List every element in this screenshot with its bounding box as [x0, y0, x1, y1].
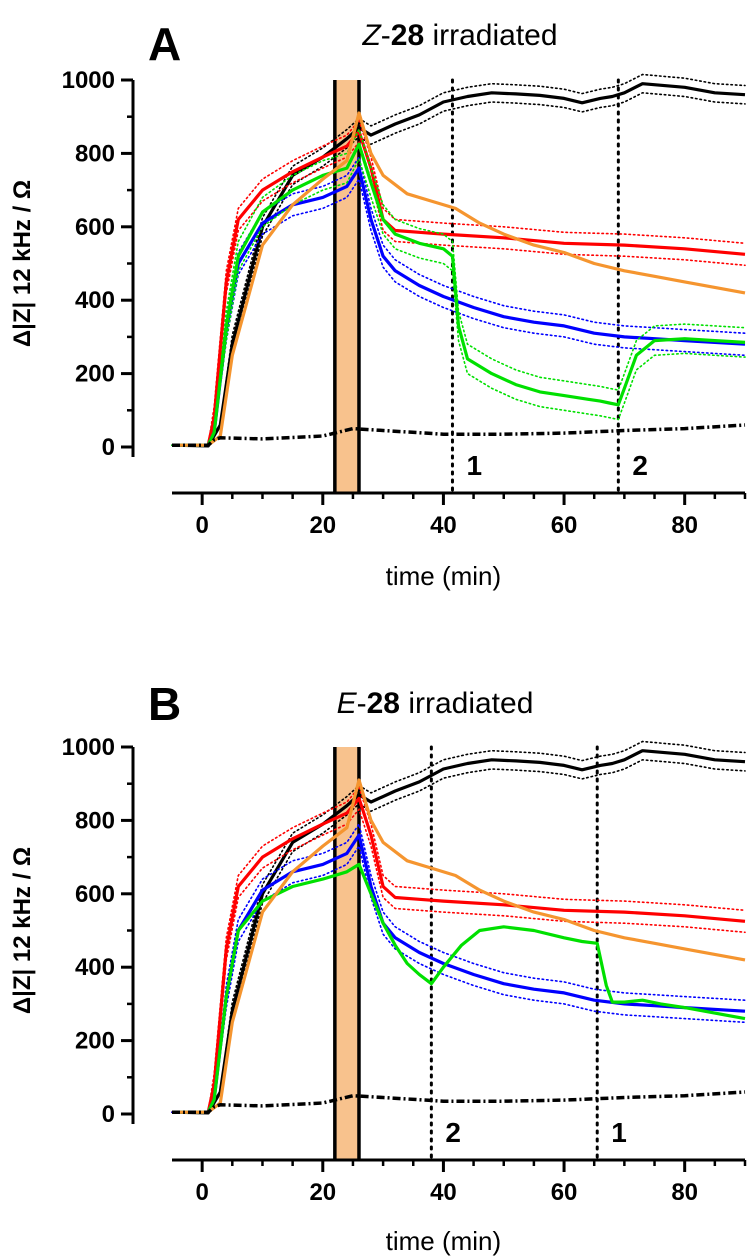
chart-a-series-0-error-lower [171, 91, 746, 447]
chart-b-y-tick-label-1: 200 [75, 1028, 115, 1055]
chart-b-title-dash: - [357, 687, 367, 720]
chart-b-series-2-error-lower [171, 844, 746, 1113]
chart-b-x-axis-label: time (min) [386, 1226, 502, 1256]
chart-a-title-dash: - [381, 19, 391, 52]
chart-b-marker-label-2: 1 [611, 1117, 627, 1148]
chart-b-series-1-error-lower [171, 807, 746, 1113]
chart-b-y-tick-label-3: 600 [75, 881, 115, 908]
chart-b-y-axis-label: Δ|Z| 12 kHz / Ω [9, 847, 36, 1014]
chart-b-series-0-error-upper [171, 740, 746, 1114]
chart-b-series-4 [172, 778, 746, 1114]
chart-b-marker-label-1: 2 [445, 1117, 461, 1148]
chart-a-series-1-error-lower [171, 140, 746, 447]
chart-b-series-5 [172, 1090, 746, 1114]
chart-a-x-tick-label-2: 40 [430, 512, 457, 539]
chart-a-y-tick-label-1: 200 [75, 361, 115, 388]
chart-a-series-3 [172, 142, 746, 447]
chart-b-title-compound: 28 [367, 687, 400, 720]
chart-a-y-tick-label-3: 600 [75, 214, 115, 241]
chart-b-title: E-28 irradiated [337, 687, 534, 720]
chart-a-marker-label-1: 1 [466, 450, 482, 481]
chart-b-title-suffix: irradiated [400, 687, 533, 720]
chart-a-x-tick-label-3: 60 [551, 512, 578, 539]
chart-b-panel-letter: B [148, 678, 181, 730]
chart-a-series-5 [172, 423, 746, 447]
chart-a-title-compound: 28 [391, 19, 424, 52]
chart-b-x-tick-label-2: 40 [430, 1179, 457, 1206]
chart-b-title-prefix: E [337, 687, 358, 720]
chart-a-title-suffix: irradiated [424, 19, 557, 52]
chart-b-y-tick-label-2: 400 [75, 954, 115, 981]
chart-a-title-prefix: Z [361, 19, 382, 52]
chart-a-series-1-error-upper [171, 118, 746, 447]
chart-b-series-1 [172, 796, 746, 1114]
chart-a-x-tick-label-4: 80 [671, 512, 698, 539]
chart-b: B E-28 irradiated 2 1 0 200 400 600 800 1000 0 20 40… [9, 678, 747, 1256]
chart-b-x-tick-label-3: 60 [551, 1179, 578, 1206]
chart-a-series-3-error-upper [171, 127, 746, 447]
chart-a-series-0-error-upper [171, 73, 746, 447]
chart-a-y-tick-label-2: 400 [75, 287, 115, 314]
chart-a-marker-label-2: 2 [632, 450, 648, 481]
chart-b-x-tick-label-0: 0 [195, 1179, 208, 1206]
chart-a-x-axis-label: time (min) [386, 561, 502, 591]
chart-b-x-tick-label-4: 80 [671, 1179, 698, 1206]
chart-a-series-1 [172, 129, 746, 447]
chart-a-series-4 [172, 111, 746, 447]
chart-b-series-0-error-lower [171, 758, 746, 1114]
chart-b-series-3 [172, 862, 746, 1114]
chart-b-x-tick-label-1: 20 [309, 1179, 336, 1206]
chart-a-title: Z-28 irradiated [361, 19, 557, 52]
chart-b-y-tick-label-5: 1000 [62, 734, 115, 761]
chart-a-x-tick-label-0: 0 [195, 512, 208, 539]
chart-a-y-tick-label-5: 1000 [62, 67, 115, 94]
chart-b-y-tick-label-4: 800 [75, 807, 115, 834]
chart-a-x-tick-label-1: 20 [309, 512, 336, 539]
chart-a-y-tick-label-0: 0 [102, 434, 115, 461]
chart-a-y-tick-label-4: 800 [75, 140, 115, 167]
chart-b-series-2-error-upper [171, 822, 746, 1113]
chart-b-y-tick-label-0: 0 [102, 1101, 115, 1128]
chart-a-panel-letter: A [148, 18, 181, 70]
chart-a-y-axis-label: Δ|Z| 12 kHz / Ω [9, 180, 36, 347]
